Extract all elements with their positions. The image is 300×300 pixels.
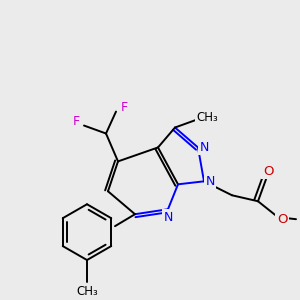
Text: CH₃: CH₃ — [76, 285, 98, 298]
Text: F: F — [120, 101, 128, 114]
Text: N: N — [163, 211, 173, 224]
Text: F: F — [72, 115, 80, 128]
Text: N: N — [205, 175, 215, 188]
Text: O: O — [277, 213, 287, 226]
Text: CH₃: CH₃ — [196, 111, 218, 124]
Text: N: N — [199, 141, 209, 154]
Text: O: O — [263, 165, 273, 178]
